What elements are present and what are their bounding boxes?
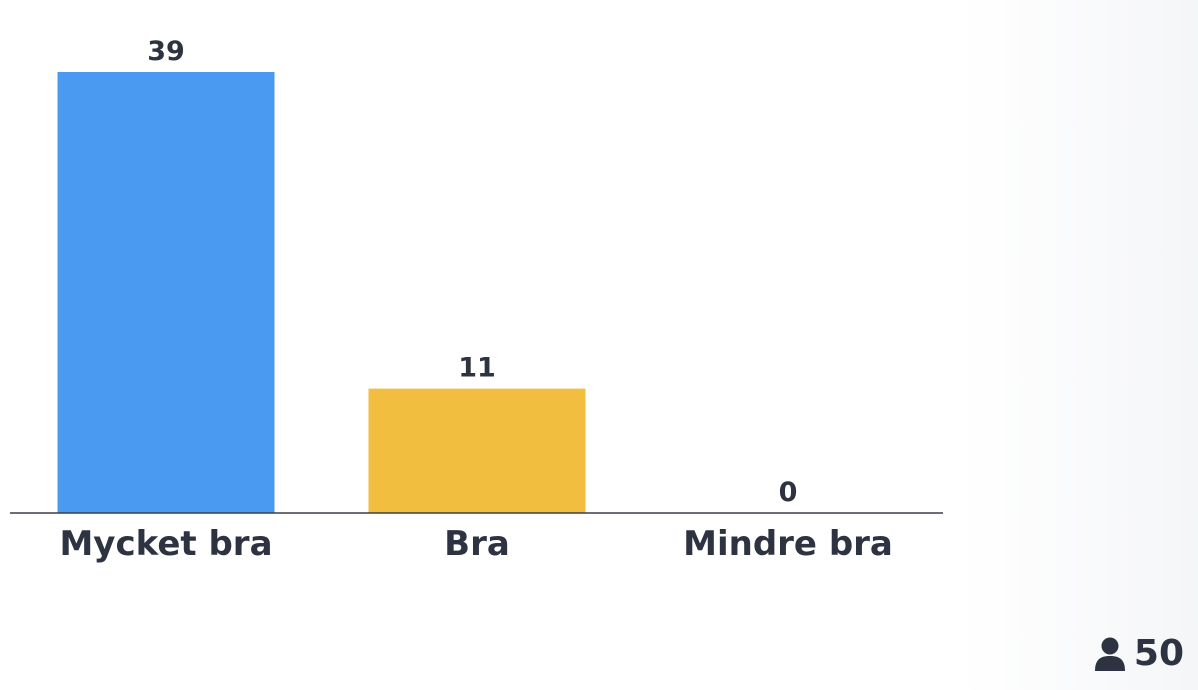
bar-bra [368, 388, 586, 513]
category-label-mindre-bra: Mindre bra [683, 524, 893, 564]
respondent-count: 50 [1094, 633, 1184, 674]
respondent-count-value: 50 [1133, 633, 1184, 674]
bar-mycket-bra [57, 72, 275, 513]
value-label-bra: 11 [458, 353, 496, 384]
category-label-bra: Bra [444, 524, 510, 564]
value-label-mycket-bra: 39 [147, 36, 185, 67]
person-icon [1094, 637, 1125, 671]
value-label-mindre-bra: 0 [779, 477, 798, 508]
category-label-mycket-bra: Mycket bra [59, 524, 272, 564]
bar-chart: 39 11 0 Mycket bra Bra Mindre bra [10, 36, 943, 564]
